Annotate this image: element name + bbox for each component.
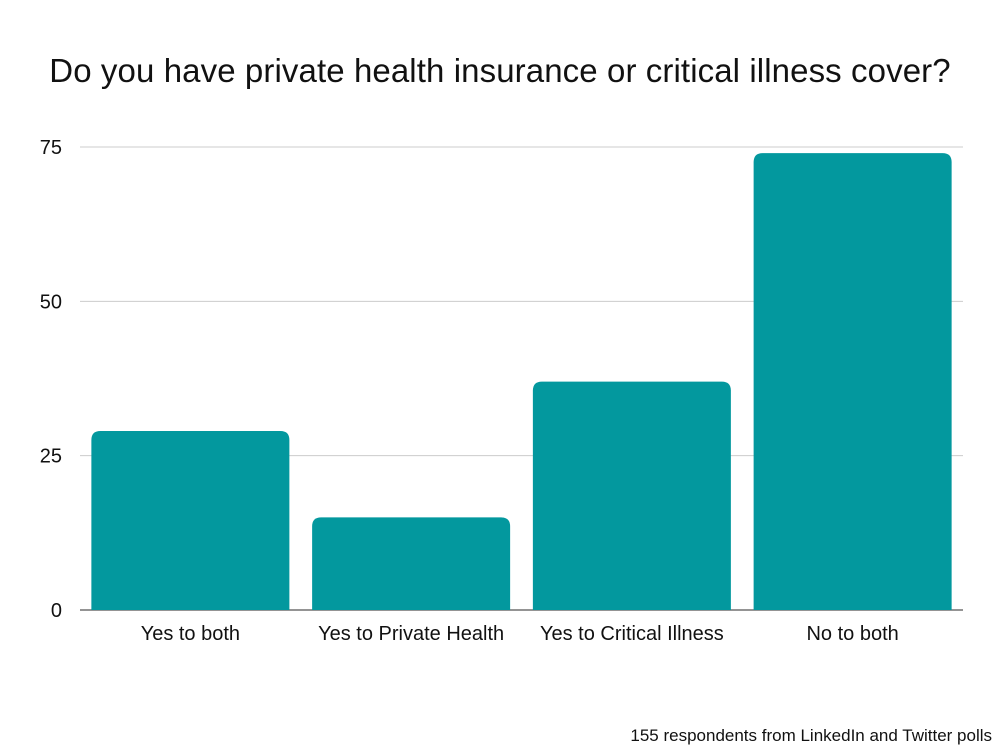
y-tick-label: 75 (40, 137, 62, 159)
x-tick-label: Yes to both (141, 623, 240, 645)
y-tick-label: 0 (51, 600, 62, 622)
x-tick-label: Yes to Private Health (318, 623, 504, 645)
source-footnote: 155 respondents from LinkedIn and Twitte… (630, 726, 992, 745)
bars (91, 153, 952, 610)
y-axis-ticks: 0 25 50 75 (40, 137, 62, 622)
x-tick-label: Yes to Critical Illness (540, 623, 724, 645)
y-tick-label: 50 (40, 291, 62, 313)
bar (753, 153, 952, 610)
y-tick-label: 25 (40, 446, 62, 468)
x-tick-label: No to both (806, 623, 898, 645)
bar (312, 517, 511, 610)
bar (91, 430, 290, 610)
bar (532, 381, 731, 610)
chart-title: Do you have private health insurance or … (49, 52, 951, 89)
x-axis-labels: Yes to both Yes to Private Health Yes to C… (141, 623, 899, 645)
